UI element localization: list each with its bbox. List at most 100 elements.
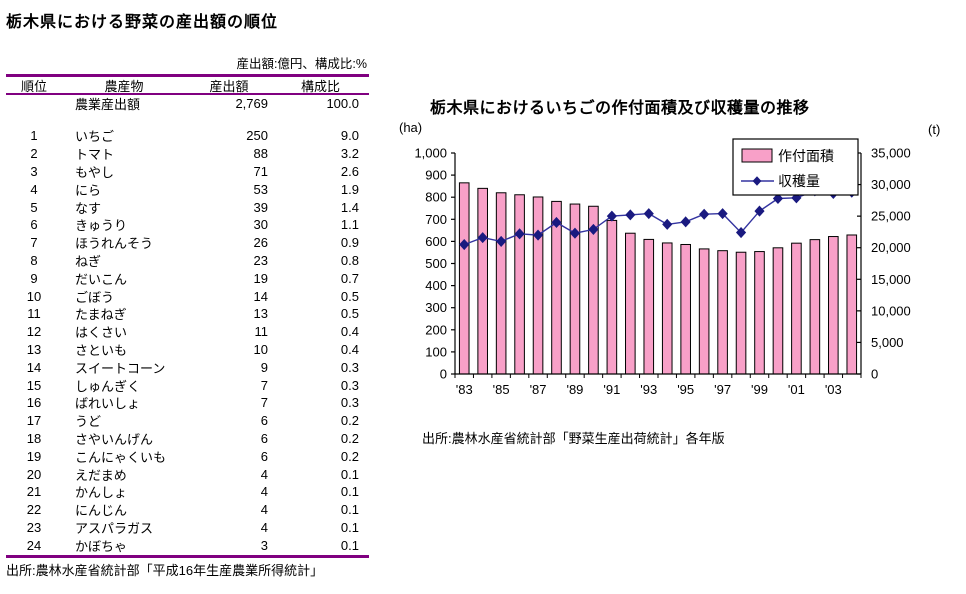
value-cell: 19: [253, 270, 268, 286]
table-header-row: 順位 農産物 産出額 構成比: [6, 77, 369, 95]
total-pct: 100.0: [326, 96, 359, 111]
table-row: 18 さやいんげん 6 0.2: [6, 430, 369, 448]
x-tick-label: '99: [751, 382, 768, 397]
rank-cell: 8: [30, 252, 38, 268]
name-cell: にら: [75, 182, 102, 198]
value-cell: 4: [260, 502, 268, 518]
harvest-line-series: [459, 185, 857, 251]
left-tick-label: 300: [425, 300, 447, 315]
diamond-marker: [699, 208, 710, 220]
table-row: 4 にら 53 1.9: [6, 180, 369, 198]
table-row: 23 アスパラガス 4 0.1: [6, 519, 369, 537]
harvest-line: [463, 190, 852, 246]
name-cell: アスパラガス: [75, 520, 154, 536]
value-cell: 6: [260, 413, 268, 429]
header-pct: 構成比: [300, 78, 340, 94]
table-body: 1 いちご 250 9.0 2 トマト 88 3.2 3 もやし 71 2.6 4 にら 53 1.9 5 なす 3…: [6, 127, 369, 554]
rank-cell: 17: [26, 413, 42, 429]
name-cell: きゅうり: [75, 218, 128, 234]
name-cell: トマト: [75, 147, 115, 163]
header-name: 農産物: [104, 78, 144, 94]
pct-cell: 0.5: [340, 306, 359, 322]
table-row: 16 ばれいしょ 7 0.3: [6, 394, 369, 412]
left-tick-label: 800: [425, 190, 447, 205]
name-cell: だいこん: [75, 271, 128, 287]
table-row: 19 こんにゃくいも 6 0.2: [6, 447, 369, 465]
diamond-marker: [532, 229, 544, 241]
bar: [828, 236, 839, 375]
bar: [514, 194, 525, 375]
table-bottom-rule: [6, 555, 369, 559]
rank-cell: 5: [30, 199, 38, 215]
rank-cell: 15: [26, 377, 42, 393]
right-tick-label: 25,000: [871, 209, 911, 224]
table-row: 7 ほうれんそう 26 0.9: [6, 234, 369, 252]
right-tick-label: 15,000: [871, 272, 911, 287]
header-value: 産出額: [209, 78, 249, 94]
rank-cell: 19: [26, 448, 42, 464]
diamond-marker: [569, 227, 581, 239]
value-cell: 14: [253, 288, 268, 304]
bar: [680, 243, 691, 375]
bar: [477, 187, 488, 375]
strawberry-chart-svg: 0 100 200 300 400 500 600 700 800 900 1,000 0 5,000 1…: [399, 120, 940, 397]
pct-cell: 0.1: [340, 502, 359, 518]
name-cell: スイートコーン: [75, 360, 166, 376]
pct-cell: 0.2: [340, 430, 359, 446]
legend-label-harvest: 収穫量: [778, 173, 820, 189]
rank-cell: 23: [26, 519, 42, 535]
diamond-marker: [735, 227, 747, 239]
rank-cell: 4: [30, 181, 38, 197]
pct-cell: 0.1: [340, 519, 359, 535]
table-row: 8 ねぎ 23 0.8: [6, 252, 369, 270]
total-value: 2,769: [235, 96, 268, 111]
diamond-marker: [772, 192, 784, 205]
diamond-marker: [588, 223, 599, 235]
left-tick-label: 900: [425, 168, 447, 183]
pct-cell: 0.7: [340, 270, 359, 286]
table-row: 22 にんじん 4 0.1: [6, 501, 369, 519]
x-axis: '83 '85 '87 '89 '91 '93 '95 '97 '99 '01 '03: [454, 374, 862, 397]
pct-cell: 0.1: [340, 537, 359, 553]
diamond-marker: [477, 232, 488, 244]
name-cell: こんにゃくいも: [75, 449, 167, 465]
vegetable-ranking-panel: 栃木県における野菜の産出額の順位 産出額:億円、構成比:% 順位 農産物 産出額…: [6, 8, 369, 579]
name-cell: もやし: [75, 165, 115, 180]
bar: [735, 251, 747, 375]
diamond-marker: [551, 216, 562, 228]
right-axis-unit: (t): [928, 122, 940, 137]
table-row: 11 たまねぎ 13 0.5: [6, 305, 369, 323]
ranking-table: 順位 農産物 産出額 構成比 農業産出額 2,769 100.0 1 いちご 250…: [6, 74, 369, 559]
pct-cell: 0.4: [340, 341, 359, 357]
table-row: 2 トマト 88 3.2: [6, 145, 369, 163]
value-cell: 39: [253, 199, 268, 215]
table-row: 1 いちご 250 9.0: [6, 127, 369, 145]
name-cell: かんしょ: [75, 485, 128, 501]
table-row: 5 なす 39 1.4: [6, 198, 369, 216]
pct-cell: 1.1: [340, 217, 359, 233]
right-tick-label: 10,000: [871, 303, 911, 318]
diamond-marker: [643, 208, 654, 220]
y-axis-right: 0 5,000 10,000 15,000 20,000 25,000 30,000 35,0…: [857, 146, 911, 382]
rank-cell: 7: [30, 235, 38, 251]
name-cell: いちご: [75, 129, 115, 145]
value-cell: 88: [253, 146, 268, 162]
bar: [532, 196, 544, 375]
bar: [791, 242, 802, 375]
pct-cell: 1.4: [340, 199, 359, 215]
pct-cell: 0.2: [340, 448, 359, 464]
name-cell: はくさい: [75, 325, 128, 341]
left-tick-label: 1,000: [414, 146, 447, 161]
value-cell: 250: [246, 128, 268, 144]
value-cell: 7: [260, 377, 268, 393]
left-tick-label: 500: [425, 256, 447, 271]
left-tick-label: 100: [425, 344, 447, 359]
rank-cell: 6: [30, 217, 38, 233]
name-cell: えだまめ: [75, 467, 127, 483]
table-row: 12 はくさい 11 0.4: [6, 323, 369, 341]
left-tick-label: 700: [425, 212, 447, 227]
table-row: 15 しゅんぎく 7 0.3: [6, 376, 369, 394]
diamond-marker: [514, 228, 525, 240]
x-tick-label: '01: [788, 382, 805, 397]
name-cell: たまねぎ: [75, 307, 127, 323]
